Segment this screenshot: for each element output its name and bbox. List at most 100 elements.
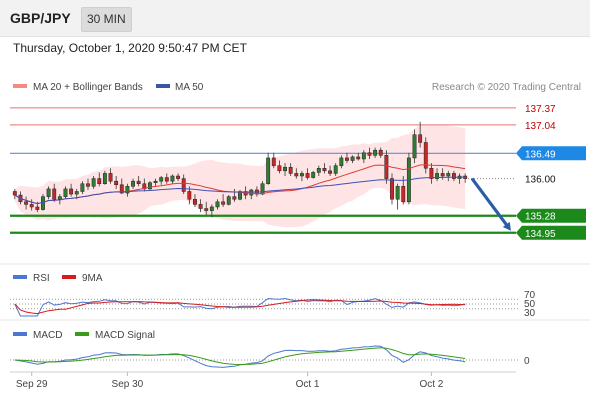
rsi-level-50: 50 — [524, 299, 536, 310]
candle-body — [356, 156, 361, 160]
candle-body — [339, 157, 344, 166]
candle-body — [159, 177, 164, 182]
x-tick-label: Sep 30 — [112, 379, 144, 390]
candle-body — [305, 173, 310, 178]
bollinger-band-area — [14, 125, 466, 228]
candle-body — [215, 201, 220, 208]
candle-body — [74, 191, 79, 195]
chart-datetime: Thursday, October 1, 2020 9:50:47 PM CET — [13, 41, 247, 55]
candle-body — [451, 173, 456, 179]
rsi9ma-legend-swatch — [62, 275, 76, 279]
candle-body — [271, 157, 276, 166]
candle-body — [288, 166, 293, 174]
candle-body — [86, 183, 90, 187]
candle-body — [102, 173, 107, 184]
macd-legend-swatch — [13, 332, 27, 336]
moving-averages — [14, 164, 466, 205]
level-tag-136-00 — [515, 171, 587, 187]
ma50-legend-swatch — [156, 84, 170, 88]
level-label-136-00: 136.00 — [525, 175, 556, 186]
candlesticks — [12, 121, 468, 218]
candle-body — [299, 173, 304, 177]
candle-body — [367, 152, 372, 156]
instrument-symbol: GBP/JPY — [10, 10, 71, 26]
level-tag-134-95 — [516, 225, 586, 240]
candle-body — [35, 206, 40, 210]
candle-body — [97, 178, 102, 184]
candle-body — [333, 165, 338, 174]
candle-body — [181, 178, 186, 192]
candle-body — [153, 180, 158, 183]
candle-body — [193, 198, 197, 205]
candle-body — [12, 191, 17, 196]
candle-body — [378, 149, 383, 156]
x-axis: Sep 29 Sep 30 Oct 1 Oct 2 — [16, 372, 444, 390]
candle-body — [260, 183, 265, 195]
rsi-level-70: 70 — [524, 290, 536, 301]
candle-body — [136, 180, 141, 184]
candle-body — [361, 152, 366, 160]
candle-body — [373, 149, 378, 156]
ma50-line — [14, 176, 466, 205]
candle-body — [384, 155, 389, 179]
level-label-137-04: 137.04 — [525, 121, 556, 132]
ma20-legend-swatch — [13, 84, 27, 88]
macd-level-0: 0 — [524, 356, 530, 367]
macd-legend-label: MACD — [33, 330, 62, 341]
candle-body — [401, 186, 406, 203]
rsi-level-30: 30 — [524, 308, 536, 319]
candle-body — [164, 177, 169, 182]
rsi9ma-legend-label: 9MA — [82, 273, 103, 284]
candle-body — [412, 134, 417, 159]
candle-body — [316, 168, 321, 173]
rsi-legend-swatch — [13, 275, 27, 279]
candle-body — [198, 204, 203, 209]
candle-body — [395, 186, 400, 200]
macd-indicator — [10, 345, 520, 368]
candle-body — [147, 182, 152, 190]
candle-body — [57, 196, 62, 200]
copyright-text: Research © 2020 Trading Central — [432, 82, 581, 93]
candle-body — [176, 175, 181, 179]
x-tick-label: Oct 1 — [296, 379, 320, 390]
candle-body — [114, 180, 119, 186]
candle-body — [435, 173, 439, 179]
level-label-137-37: 137.37 — [525, 104, 556, 115]
candle-body — [170, 175, 175, 182]
rsi-line — [14, 297, 466, 317]
candle-body — [125, 186, 130, 194]
timeframe-badge[interactable]: 30 MIN — [81, 7, 132, 32]
candle-body — [209, 206, 214, 211]
ma50-legend-label: MA 50 — [175, 82, 204, 93]
candle-body — [119, 184, 124, 194]
level-tag-136-49 — [516, 146, 586, 161]
candle-body — [29, 204, 34, 208]
rsi-legend-label: RSI — [33, 273, 50, 284]
level-label-136-49: 136.49 — [525, 149, 556, 160]
macd-signal-line — [14, 347, 466, 366]
bollinger-bands — [14, 125, 466, 228]
macdsignal-legend-label: MACD Signal — [95, 330, 155, 341]
x-tick-label: Sep 29 — [16, 379, 48, 390]
macdsignal-legend-swatch — [75, 332, 89, 336]
candle-body — [440, 173, 445, 177]
candle-body — [46, 188, 51, 197]
candle-body — [294, 173, 299, 177]
candle-body — [204, 208, 209, 211]
candle-body — [238, 191, 242, 200]
candle-body — [232, 196, 237, 200]
candle-body — [131, 180, 135, 187]
x-tick-label: Oct 2 — [419, 379, 443, 390]
candle-body — [226, 196, 231, 205]
candle-body — [446, 173, 451, 177]
candle-body — [266, 157, 271, 184]
rsi-9ma-line — [14, 299, 466, 315]
candle-body — [328, 170, 333, 174]
candle-body — [423, 142, 428, 169]
candle-body — [63, 188, 68, 197]
candle-body — [249, 189, 254, 196]
forecast-arrow-head — [502, 221, 511, 231]
candle-body — [311, 172, 316, 178]
candle-body — [91, 178, 96, 187]
